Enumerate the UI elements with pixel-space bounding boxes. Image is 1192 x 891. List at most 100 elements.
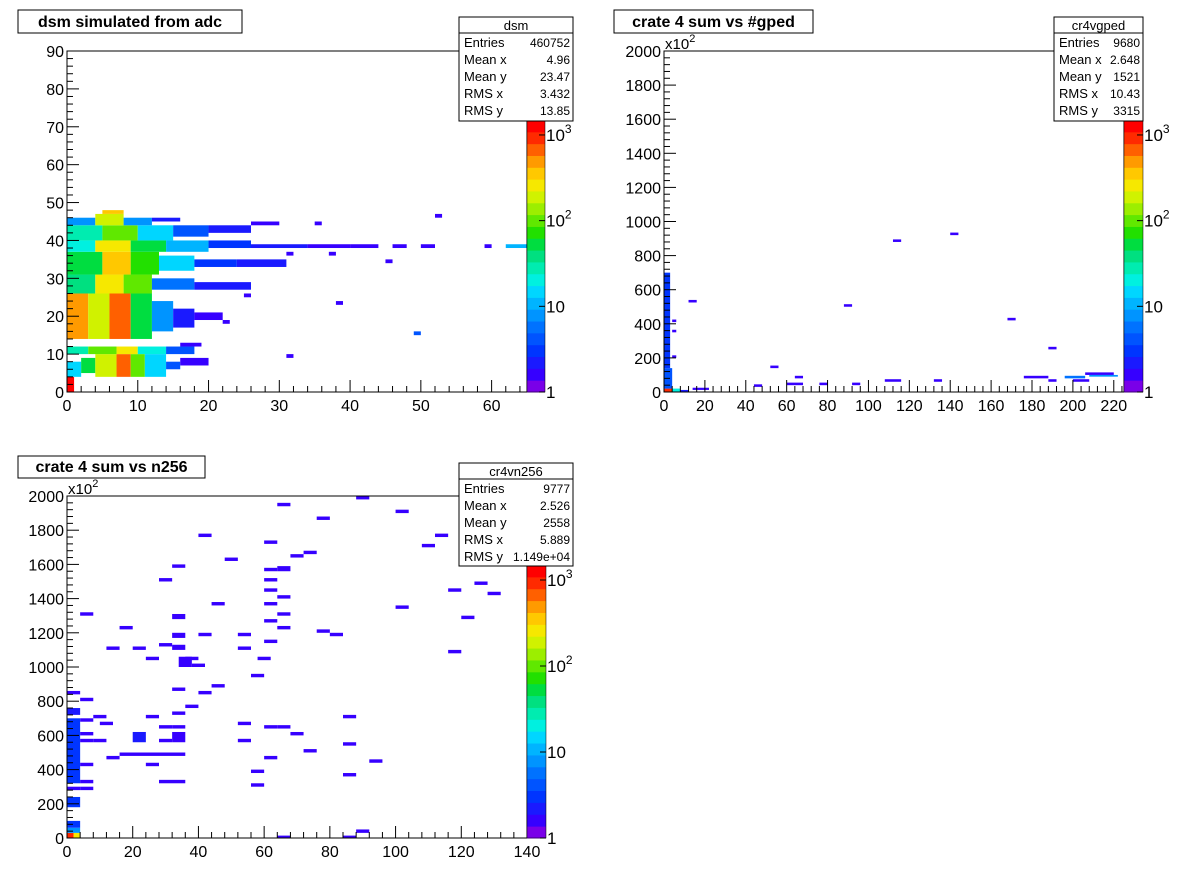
heatmap-cell: [303, 550, 317, 555]
heatmap-cell: [208, 225, 251, 233]
color-bar-label: 103: [546, 122, 572, 145]
color-bar-segment: [527, 766, 546, 780]
stats-label: Mean x: [464, 498, 507, 513]
heatmap-cell: [395, 605, 409, 609]
stats-value: 23.47: [540, 70, 570, 84]
heatmap-cell: [237, 646, 251, 650]
color-bar-segment: [527, 167, 545, 180]
y-tick-label: 70: [46, 120, 64, 137]
color-bar-segment: [527, 802, 546, 815]
heatmap-cell: [130, 354, 145, 377]
x-tick-label: 140: [514, 844, 541, 861]
stats-value: 3315: [1113, 104, 1140, 118]
color-bar-segment: [527, 344, 545, 358]
heatmap-cell: [166, 240, 209, 252]
heatmap-cell: [159, 738, 173, 743]
y-tick-label: 60: [46, 158, 64, 175]
x-tick-label: 20: [696, 398, 714, 415]
color-bar-segment: [1124, 285, 1143, 298]
x-tick-label: 20: [200, 398, 218, 415]
color-bar-segment: [1124, 273, 1143, 287]
stats-label: Entries: [1059, 35, 1100, 50]
heatmap-cell: [151, 301, 174, 332]
x-tick-label: 60: [255, 844, 273, 861]
heatmap-cell: [237, 721, 251, 726]
heatmap-cell: [172, 564, 186, 568]
heatmap-cell: [159, 725, 173, 729]
x-tick-label: 10: [129, 398, 147, 415]
heatmap-cell: [172, 711, 186, 715]
heatmap-cell: [435, 213, 443, 218]
heatmap-cell: [286, 354, 294, 358]
heatmap-cell: [277, 725, 291, 729]
x-tick-label: 50: [412, 398, 430, 415]
heatmap-cell: [264, 755, 278, 760]
heatmap-cell: [132, 731, 146, 743]
heatmap-cell: [159, 255, 195, 271]
heatmap-cell: [67, 708, 81, 715]
heatmap-cell: [172, 731, 186, 743]
heatmap-cell: [1072, 379, 1090, 382]
heatmap-cell: [277, 595, 291, 599]
heatmap-cell: [123, 274, 152, 294]
color-bar-segment: [527, 131, 545, 145]
heatmap-cell: [448, 588, 462, 592]
color-bar-segment: [1124, 297, 1143, 310]
heatmap-cell: [67, 832, 74, 838]
heatmap-cell: [172, 687, 186, 691]
chart-title: dsm simulated from adc: [38, 14, 222, 31]
heatmap-cell: [884, 379, 902, 382]
x-tick-label: 40: [341, 398, 359, 415]
heatmap-cell: [843, 304, 853, 307]
heatmap-cell: [130, 251, 159, 275]
heatmap-cell: [80, 697, 94, 702]
heatmap-cell: [80, 738, 94, 743]
y-tick-label: 0: [55, 385, 64, 402]
color-bar-segment: [527, 612, 546, 625]
heatmap-cell: [93, 738, 107, 743]
color-bar-label: 10: [547, 743, 566, 762]
heatmap-cell: [178, 656, 192, 667]
heatmap-cell: [194, 312, 223, 321]
heatmap-cell: [88, 293, 110, 339]
y-axis-multiplier: x102: [665, 33, 695, 53]
heatmap-cell: [680, 389, 689, 392]
stats-value: 9680: [1113, 36, 1140, 50]
y-tick-label: 50: [46, 196, 64, 213]
heatmap-cell: [316, 516, 330, 520]
heatmap-cell: [316, 629, 330, 633]
color-bar-segment: [527, 273, 545, 287]
heatmap-cell: [67, 274, 96, 294]
color-bar-segment: [1124, 250, 1143, 263]
heatmap-cell: [1089, 374, 1118, 377]
title-box: [613, 9, 814, 34]
heatmap-cell: [448, 649, 462, 654]
color-bar-label: 10: [1144, 297, 1163, 316]
y-tick-label: 400: [37, 763, 64, 780]
heatmap-cell: [852, 382, 861, 386]
histogram-pad-1: 0 20 40 60 80 100 120 140 160 180 200 220 0 200 400 600…: [613, 9, 1170, 415]
heatmap-cell: [93, 714, 107, 719]
color-bar-segment: [1124, 356, 1143, 369]
heatmap-cell: [251, 673, 265, 678]
y-tick-label: 400: [634, 317, 661, 334]
stats-label: RMS x: [464, 86, 504, 101]
heatmap-cell: [356, 829, 370, 833]
color-bar-segment: [527, 659, 546, 673]
color-bar-segment: [527, 754, 546, 768]
color-bar-label: 103: [547, 567, 573, 590]
heatmap-cell: [67, 718, 81, 784]
heatmap-cell: [307, 244, 351, 249]
heatmap-cell: [420, 244, 435, 249]
stats-label: Mean x: [1059, 52, 1102, 67]
heatmap-cell: [487, 591, 501, 596]
heatmap-cell: [144, 354, 167, 377]
heatmap-cell: [251, 221, 280, 226]
color-bar-segment: [527, 790, 546, 803]
color-bar-segment: [1124, 238, 1143, 251]
heatmap-cell: [672, 388, 681, 392]
heatmap-cell: [67, 796, 81, 808]
color-bar-segment: [1124, 120, 1143, 133]
color-bar-label: 10: [546, 297, 565, 316]
